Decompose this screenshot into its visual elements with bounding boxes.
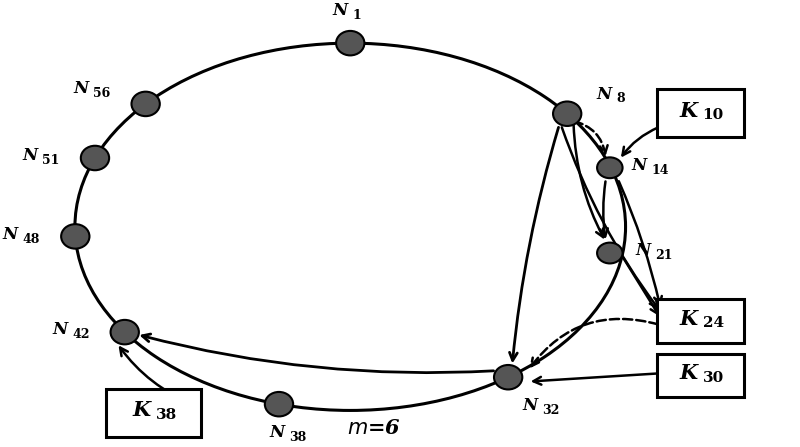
Ellipse shape [61,224,90,249]
Text: 1: 1 [353,8,362,21]
Text: 21: 21 [655,249,673,262]
Text: K: K [679,363,697,383]
Text: 32: 32 [542,404,559,417]
Ellipse shape [553,101,582,126]
Text: N: N [631,157,646,174]
Text: N: N [22,148,38,164]
Text: K: K [132,401,150,421]
Ellipse shape [597,243,622,263]
Text: N: N [333,2,348,19]
Text: 38: 38 [290,431,306,444]
Text: N: N [597,85,612,102]
Text: N: N [270,424,285,441]
Text: 42: 42 [72,328,90,341]
FancyBboxPatch shape [657,299,743,343]
Text: 30: 30 [702,371,724,384]
Text: 51: 51 [42,154,60,167]
Text: N: N [522,397,538,414]
Text: K: K [679,101,697,121]
FancyBboxPatch shape [657,89,743,137]
Ellipse shape [597,157,622,178]
Ellipse shape [131,92,160,116]
Ellipse shape [265,392,293,417]
Ellipse shape [336,31,365,55]
Text: 38: 38 [156,408,178,422]
Ellipse shape [81,146,109,170]
Text: 14: 14 [651,164,669,177]
Text: 48: 48 [22,232,40,245]
Text: 8: 8 [617,93,626,105]
Text: N: N [635,242,650,259]
Ellipse shape [494,365,522,389]
Text: 24: 24 [702,316,724,330]
Text: N: N [52,321,67,338]
Text: $m$=6: $m$=6 [347,418,401,438]
Text: 10: 10 [702,108,724,122]
Text: N: N [73,80,88,97]
Text: N: N [2,226,18,243]
Text: K: K [679,308,697,329]
FancyBboxPatch shape [657,354,743,397]
Text: 56: 56 [93,87,110,100]
FancyBboxPatch shape [106,388,201,437]
Ellipse shape [110,320,139,344]
